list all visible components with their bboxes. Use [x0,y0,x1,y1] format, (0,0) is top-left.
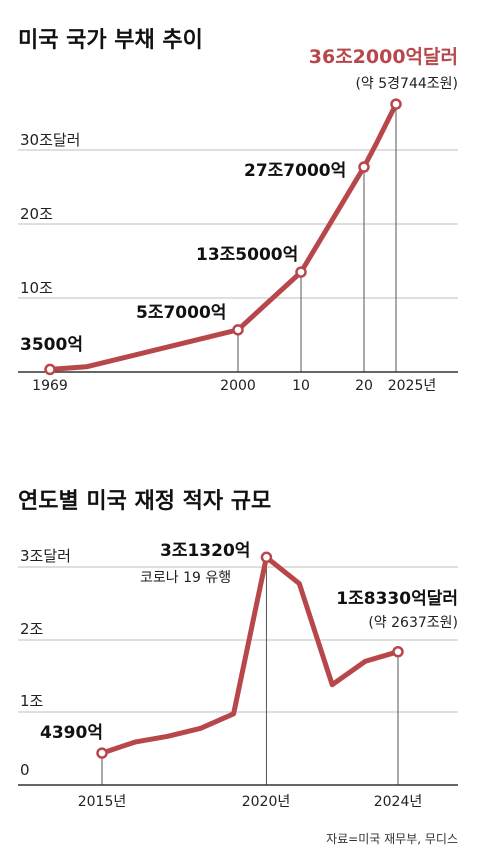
chart2-sublabel-2024: (약 2637조원) [368,615,458,631]
chart1-xtick-1969: 1969 [32,378,68,394]
chart2-label-2015: 4390억 [40,723,103,743]
chart1-xtick-2025: 2025년 [388,378,437,394]
chart1-sublabel-2025: (약 5경744조원) [355,76,458,92]
chart1-marker-2025 [390,98,402,110]
source-note: 자료=미국 재무부, 무디스 [326,832,458,846]
chart2-marker-2020 [260,551,273,564]
chart2-ytick-1: 1조 [20,692,44,710]
chart2-ytick-2: 2조 [20,620,44,638]
chart2-xtick-2024: 2024년 [374,794,423,810]
chart2-series-line [99,554,401,756]
chart2-ytick-0: 0 [20,761,30,779]
chart1-marker-2020 [358,161,370,173]
chart1-marker-1969 [44,363,56,376]
chart1-ytick-10: 10조 [20,279,53,297]
chart1-xtick-2000: 2000 [220,378,256,394]
chart1-xtick-2010: 10 [292,378,310,394]
chart1-marker-2010 [295,266,307,278]
chart2-label-2024: 1조8330억달러 [336,588,458,609]
chart2-sublabel-2020: 코로나 19 유행 [140,570,231,586]
chart2-marker-2024 [392,645,404,658]
chart2-marker-2015 [96,747,108,759]
chart1-drop-lines [49,104,397,372]
chart1-label-2020: 27조7000억 [244,161,346,181]
chart1-gridlines [18,149,458,299]
chart1-markers [44,98,402,376]
chart1-label-1969: 3500억 [20,335,83,355]
chart1-label-2025: 36조2000억달러 [309,46,458,68]
chart1-ytick-20: 20조 [20,205,53,223]
chart2-xtick-2020: 2020년 [242,794,291,810]
chart2-gridlines [18,566,458,713]
chart2-ytick-3: 3조달러 [20,547,71,565]
chart1-marker-2000 [232,324,244,336]
chart1-label-2010: 13조5000억 [196,245,298,265]
chart1-ytick-30: 30조달러 [20,131,81,149]
chart1-xtick-2020: 20 [355,378,373,394]
chart2-markers [96,551,404,759]
chart1-label-2000: 5조7000억 [136,303,226,323]
chart2-xtick-2015: 2015년 [78,794,127,810]
chart2-title: 연도별 미국 재정 적자 규모 [18,489,271,514]
chart1-title: 미국 국가 부채 추이 [18,28,203,53]
chart2-label-2020: 3조1320억 [160,541,250,561]
chart1-series-line [47,101,399,372]
